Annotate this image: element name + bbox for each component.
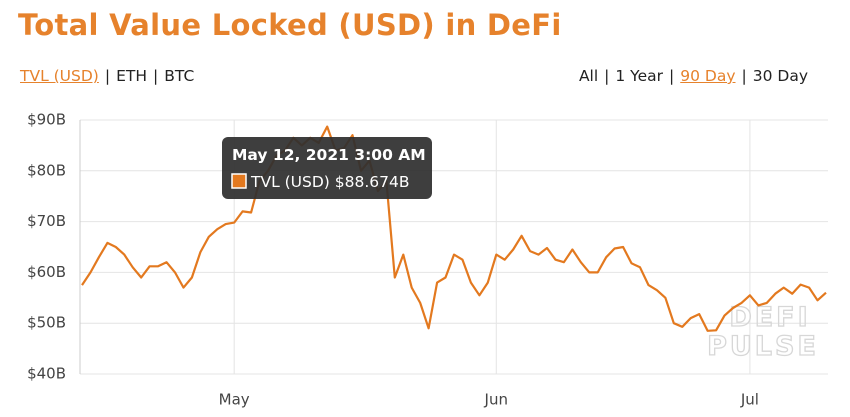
metric-tabs: TVL (USD) | ETH | BTC (20, 67, 195, 85)
metric-tab[interactable]: BTC (164, 67, 195, 85)
tooltip-title: May 12, 2021 3:00 AM (232, 146, 426, 164)
y-tick-label: $90B (27, 111, 66, 129)
range-tab[interactable]: 1 Year (615, 67, 663, 85)
range-tab[interactable]: All (578, 67, 599, 85)
chart-title: Total Value Locked (USD) in DeFi (18, 8, 562, 42)
metric-tab[interactable]: TVL (USD) (20, 67, 99, 85)
metric-tab[interactable]: ETH (116, 67, 148, 85)
range-tab[interactable]: 90 Day (680, 67, 736, 85)
range-tab[interactable]: 30 Day (752, 67, 808, 85)
tooltip-swatch (231, 173, 247, 189)
tooltip-label: TVL (USD) $88.674B (250, 173, 410, 191)
tooltip-box (222, 137, 432, 199)
x-tick-label: Jul (740, 391, 759, 409)
x-tick-label: May (219, 391, 250, 409)
watermark: DEFI (729, 302, 810, 333)
watermark: PULSE (707, 331, 819, 362)
y-tick-label: $40B (27, 365, 66, 383)
line (81, 125, 827, 332)
tooltip: May 12, 2021 3:00 AM TVL (USD) $88.674B (222, 137, 432, 199)
range-tabs: All | 1 Year | 90 Day | 30 Day (578, 67, 808, 85)
x-tick-label: Jun (484, 391, 508, 409)
y-tick-label: $60B (27, 263, 66, 281)
y-tick-label: $80B (27, 161, 66, 179)
y-tick-label: $70B (27, 212, 66, 230)
y-tick-label: $50B (27, 314, 66, 332)
